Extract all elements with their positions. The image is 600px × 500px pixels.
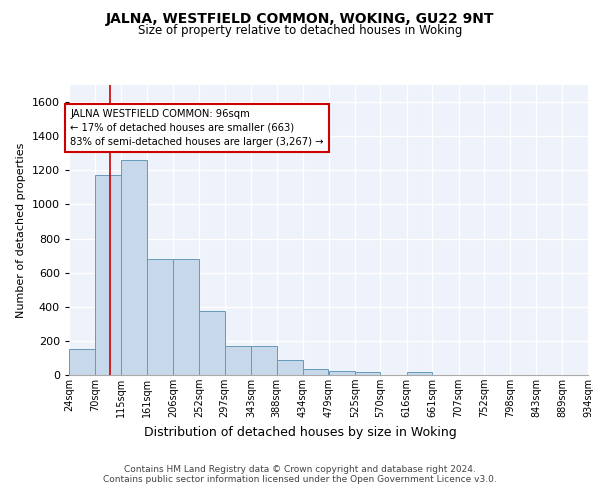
Text: Distribution of detached houses by size in Woking: Distribution of detached houses by size … xyxy=(143,426,457,439)
Bar xyxy=(147,259,173,375)
Bar xyxy=(277,360,303,375)
Bar xyxy=(355,372,380,375)
Text: JALNA WESTFIELD COMMON: 96sqm
← 17% of detached houses are smaller (663)
83% of : JALNA WESTFIELD COMMON: 96sqm ← 17% of d… xyxy=(70,109,323,147)
Bar xyxy=(69,350,95,375)
Bar xyxy=(199,311,224,375)
Bar xyxy=(121,160,147,375)
Bar xyxy=(329,370,355,375)
Y-axis label: Number of detached properties: Number of detached properties xyxy=(16,142,26,318)
Text: JALNA, WESTFIELD COMMON, WOKING, GU22 9NT: JALNA, WESTFIELD COMMON, WOKING, GU22 9N… xyxy=(106,12,494,26)
Bar xyxy=(95,174,121,375)
Text: Size of property relative to detached houses in Woking: Size of property relative to detached ho… xyxy=(138,24,462,37)
Text: Contains HM Land Registry data © Crown copyright and database right 2024.: Contains HM Land Registry data © Crown c… xyxy=(124,466,476,474)
Bar xyxy=(251,346,277,375)
Bar xyxy=(407,372,432,375)
Bar xyxy=(303,369,329,375)
Bar xyxy=(173,259,199,375)
Text: Contains public sector information licensed under the Open Government Licence v3: Contains public sector information licen… xyxy=(103,476,497,484)
Bar xyxy=(224,346,251,375)
